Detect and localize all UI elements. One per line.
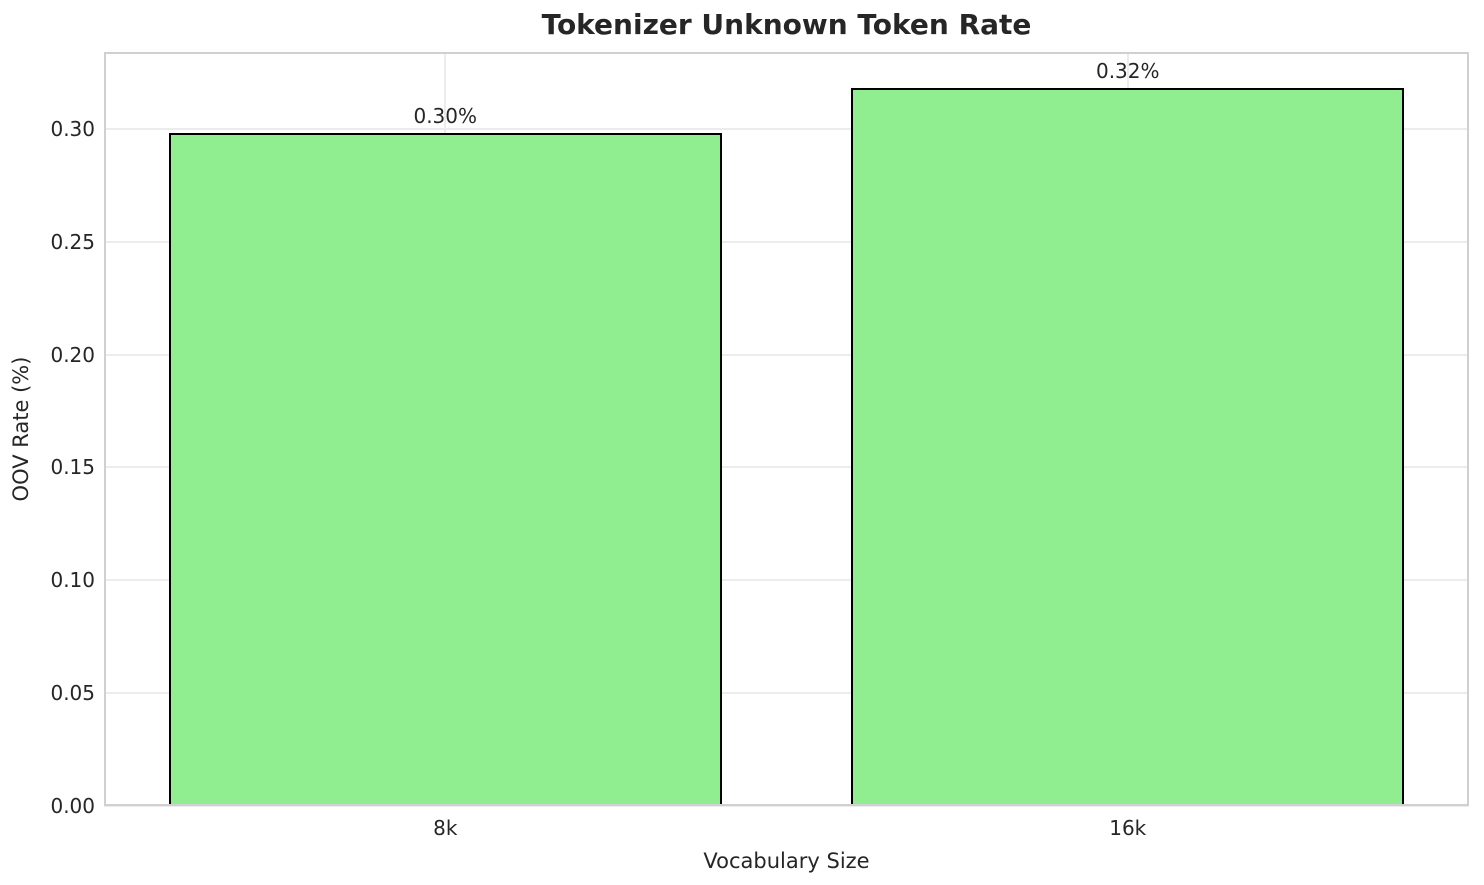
- bar-16k: [851, 88, 1405, 806]
- y-gridline: [104, 353, 1469, 356]
- y-tick-label: 0.15: [50, 455, 95, 480]
- y-axis-label: OOV Rate (%): [9, 356, 33, 502]
- y-gridline: [104, 579, 1469, 582]
- bar-value-label: 0.32%: [1095, 59, 1160, 84]
- bar-8k: [168, 133, 722, 806]
- y-tick-label: 0.10: [50, 568, 95, 593]
- y-gridline: [104, 805, 1469, 807]
- bar-value-label: 0.30%: [413, 104, 478, 129]
- y-tick-label: 0.25: [50, 229, 95, 254]
- plot-area: 0.30% 0.32%: [104, 52, 1469, 807]
- y-gridline: [104, 240, 1469, 243]
- y-tick-label: 0.30: [50, 116, 95, 141]
- y-gridline: [104, 127, 1469, 130]
- chart-title: Tokenizer Unknown Token Rate: [541, 8, 1032, 41]
- x-tick-label: 8k: [433, 816, 458, 840]
- y-tick-label: 0.05: [50, 681, 95, 706]
- x-axis-label: Vocabulary Size: [703, 849, 870, 873]
- y-gridline: [104, 692, 1469, 695]
- y-tick-label: 0.20: [50, 342, 95, 367]
- y-gridline: [104, 466, 1469, 469]
- y-tick-label: 0.00: [50, 794, 95, 818]
- x-tick-label: 16k: [1109, 816, 1147, 840]
